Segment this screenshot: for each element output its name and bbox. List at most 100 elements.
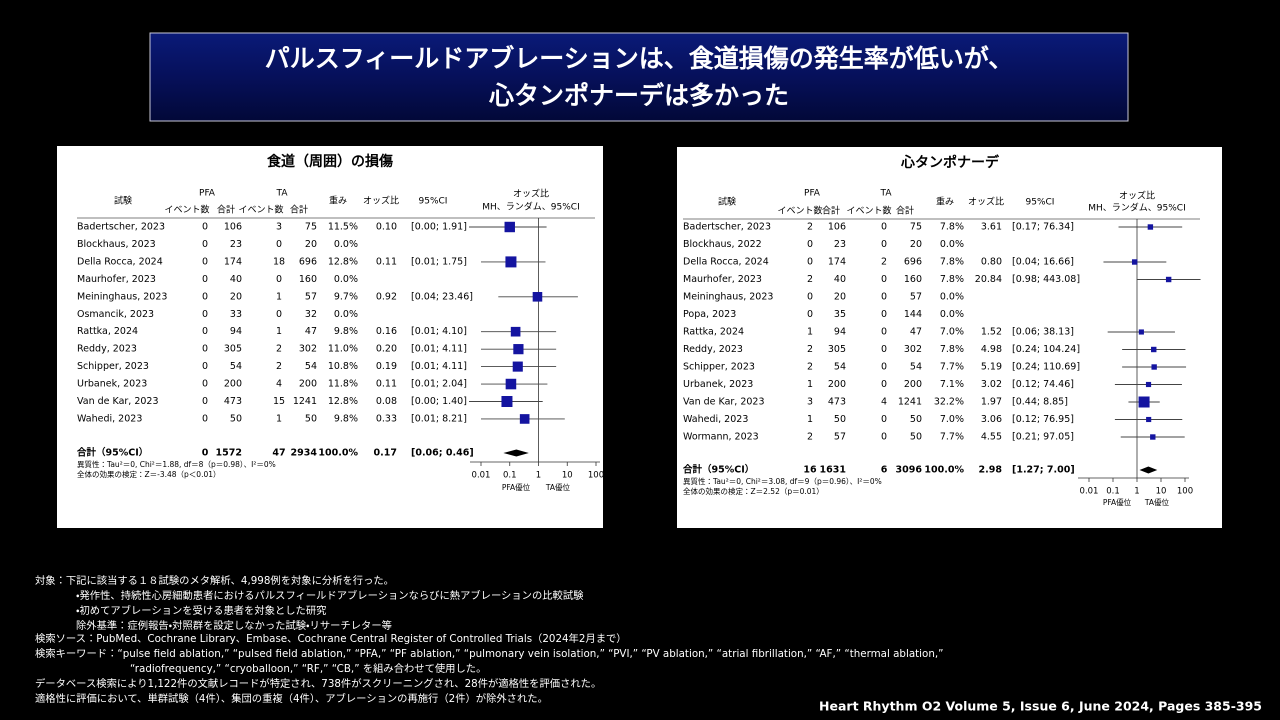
weight: 11.5%: [328, 222, 358, 233]
ta-total: 57: [305, 291, 317, 302]
ta-events: 15: [273, 396, 285, 407]
study-name: Van de Kar, 2023: [77, 396, 159, 407]
note: 対象：下記に該当する１８試験のメタ解析、4,998例を対象に分析を行った。: [35, 574, 394, 587]
weight: 7.7%: [940, 432, 964, 443]
odds-ratio: 0.08: [376, 396, 397, 407]
ta-events: 0: [881, 414, 887, 425]
col-header: オッズ比: [363, 195, 399, 207]
pfa-events: 16: [803, 465, 817, 476]
ta-events: 47: [272, 448, 285, 459]
ta-total: 32: [305, 309, 317, 320]
odds-ratio: 3.02: [981, 379, 1002, 390]
study-name: Rattka, 2024: [77, 326, 138, 337]
weight: 100.0%: [924, 465, 964, 476]
pfa-events: 0: [202, 309, 208, 320]
ta-events: 4: [881, 397, 887, 408]
weight: 7.1%: [940, 379, 964, 390]
odds-ratio: 0.11: [376, 256, 397, 267]
ta-total: 54: [305, 361, 317, 372]
col-header: オッズ比: [1119, 190, 1155, 202]
weight: 0.0%: [940, 292, 964, 303]
study-name: Blockhaus, 2023: [77, 239, 156, 250]
weight: 10.8%: [328, 361, 358, 372]
odds-ratio: 0.19: [376, 361, 397, 372]
study-name: Della Rocca, 2024: [683, 257, 769, 268]
odds-ratio: 0.17: [374, 448, 397, 459]
note: “radiofrequency,” “cryoballoon,” “RF,” “…: [130, 662, 486, 675]
note: データベース検索により1,122件の文献レコードが特定され、738件がスクリーニ…: [35, 677, 601, 690]
pfa-events: 0: [202, 222, 208, 233]
or-square: [510, 326, 521, 337]
slide-title: 心タンポナーデは多かった: [488, 81, 789, 110]
ta-events: 4: [276, 379, 282, 390]
note: 除外基準：症例報告・対照群を設定しなかった試験・リサーチレター等: [76, 619, 392, 632]
pfa-events: 0: [202, 379, 208, 390]
ci-label: [0.01; 1.75]: [411, 256, 467, 267]
weight: 7.0%: [940, 327, 964, 338]
col-header: TA: [276, 189, 289, 199]
or-square: [512, 361, 523, 372]
heterogeneity: 全体の効果の検定：Z＝2.52（p＝0.01）: [683, 486, 824, 496]
pfa-events: 0: [202, 274, 208, 285]
ta-total: 47: [910, 327, 922, 338]
ci-label: [0.24; 104.24]: [1012, 344, 1080, 355]
ta-total: 144: [904, 309, 922, 320]
ta-events: 0: [881, 274, 887, 285]
pfa-events: 2: [807, 362, 813, 373]
odds-ratio: 1.52: [981, 327, 1002, 338]
weight: 12.8%: [328, 256, 358, 267]
ci-label: [0.98; 443.08]: [1012, 274, 1080, 285]
ta-events: 1: [276, 413, 282, 424]
pfa-total: 57: [834, 432, 846, 443]
ta-total: 75: [305, 222, 317, 233]
pfa-total: 50: [834, 414, 846, 425]
ta-total: 54: [910, 362, 922, 373]
odds-ratio: 0.16: [376, 326, 397, 337]
ta-total: 302: [299, 344, 317, 355]
pfa-total: 33: [230, 309, 242, 320]
pfa-total: 1572: [216, 448, 242, 459]
weight: 0.0%: [940, 239, 964, 250]
title-box: [149, 32, 1129, 122]
pfa-total: 50: [230, 413, 242, 424]
study-name: Meininghaus, 2023: [683, 292, 773, 303]
weight: 0.0%: [334, 274, 358, 285]
x-tick-label: 1: [536, 471, 541, 481]
study-name: Van de Kar, 2023: [683, 397, 765, 408]
chart-title: 食道（周囲）の損傷: [267, 153, 393, 170]
favor-label: TA優位: [1144, 497, 1170, 507]
or-square: [505, 256, 517, 268]
pfa-events: 0: [202, 361, 208, 372]
ta-total: 50: [910, 432, 922, 443]
col-header: 合計: [290, 204, 308, 216]
panel: [57, 146, 603, 528]
odds-ratio: 4.98: [981, 344, 1002, 355]
pfa-events: 0: [202, 256, 208, 267]
ta-total: 160: [299, 274, 317, 285]
ta-events: 0: [881, 292, 887, 303]
ta-total: 50: [910, 414, 922, 425]
ta-events: 3: [276, 222, 282, 233]
heterogeneity: 異質性：Tau²＝0, Chi²＝1.88, df＝8（p＝0.98）、I²＝0…: [77, 459, 276, 469]
pfa-total: 174: [224, 256, 242, 267]
or-square: [1150, 434, 1156, 440]
slide-title: パルスフィールドアブレーションは、食道損傷の発生率が低いが、: [265, 44, 1014, 73]
pfa-events: 1: [807, 327, 813, 338]
ta-events: 0: [881, 344, 887, 355]
ci-label: [0.12; 74.46]: [1012, 379, 1074, 390]
note: 検索ソース：PubMed、Cochrane Library、Embase、Coc…: [35, 632, 627, 645]
pfa-total: 54: [230, 361, 242, 372]
note: 検索キーワード：“pulse field ablation,” “pulsed …: [35, 647, 943, 660]
weight: 12.8%: [328, 396, 358, 407]
ci-label: [0.44; 8.85]: [1012, 397, 1068, 408]
or-square: [505, 378, 517, 390]
pfa-events: 2: [807, 432, 813, 443]
ta-events: 18: [273, 256, 285, 267]
pfa-events: 0: [202, 344, 208, 355]
total-label: 合計（95%CI）: [682, 464, 754, 476]
or-square: [519, 414, 530, 424]
odds-ratio: 4.55: [981, 432, 1002, 443]
weight: 11.0%: [328, 344, 358, 355]
ci-label: [0.12; 76.95]: [1012, 414, 1074, 425]
